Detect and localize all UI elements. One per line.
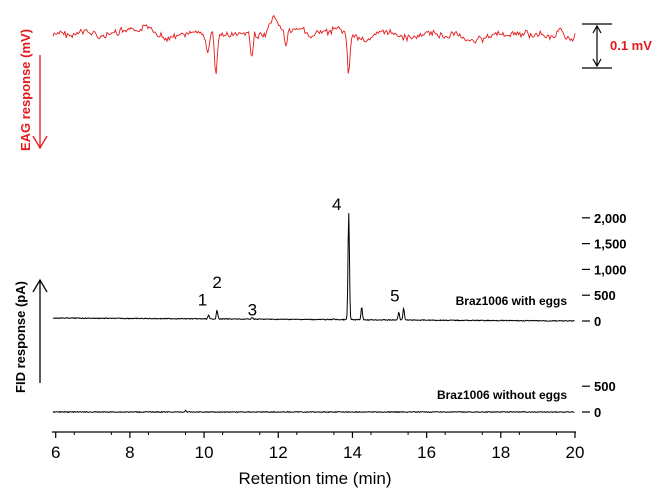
x-tick-label: 20 bbox=[566, 443, 585, 462]
series-label-without-eggs: Braz1006 without eggs bbox=[437, 388, 567, 402]
fid-trace-without-eggs bbox=[52, 409, 575, 414]
scale-bar-arrows bbox=[592, 24, 602, 68]
peak-label: 4 bbox=[332, 195, 341, 214]
x-tick-label: 14 bbox=[343, 443, 362, 462]
peak-label: 3 bbox=[248, 300, 257, 319]
x-axis-label: Retention time (min) bbox=[238, 469, 391, 488]
lower-tick-label: 0 bbox=[594, 405, 601, 420]
eag-arrow-head bbox=[32, 135, 48, 150]
x-tick-label: 8 bbox=[125, 443, 134, 462]
eag-trace bbox=[52, 14, 576, 75]
series-label-with-eggs: Braz1006 with eggs bbox=[456, 294, 568, 308]
x-tick-label: 6 bbox=[51, 443, 60, 462]
fid-axis-label: FID response (pA) bbox=[13, 281, 28, 393]
fid-tick-label: 1,500 bbox=[594, 237, 627, 252]
fid-tick-label: 1,000 bbox=[594, 262, 627, 277]
x-tick-label: 18 bbox=[491, 443, 510, 462]
eag-scale-label: 0.1 mV bbox=[610, 38, 652, 53]
fid-tick-label: 2,000 bbox=[594, 211, 627, 226]
x-tick-label: 12 bbox=[269, 443, 288, 462]
peak-label: 2 bbox=[212, 273, 221, 292]
x-tick-label: 16 bbox=[417, 443, 436, 462]
fid-tick-label: 500 bbox=[594, 288, 616, 303]
fid-trace-with-eggs bbox=[52, 213, 575, 322]
fid-arrow-head bbox=[32, 278, 48, 293]
lower-tick-label: 500 bbox=[594, 379, 616, 394]
fid-trace-group: 12 3 4 5 bbox=[52, 195, 575, 414]
eag-axis-label: EAG response (mV) bbox=[18, 29, 33, 151]
fid-tick-label: 0 bbox=[594, 314, 601, 329]
peak-label: 5 bbox=[390, 286, 399, 305]
eag-trace-group bbox=[52, 14, 576, 75]
x-tick-label: 10 bbox=[195, 443, 214, 462]
peak-label: 1 bbox=[198, 290, 207, 309]
